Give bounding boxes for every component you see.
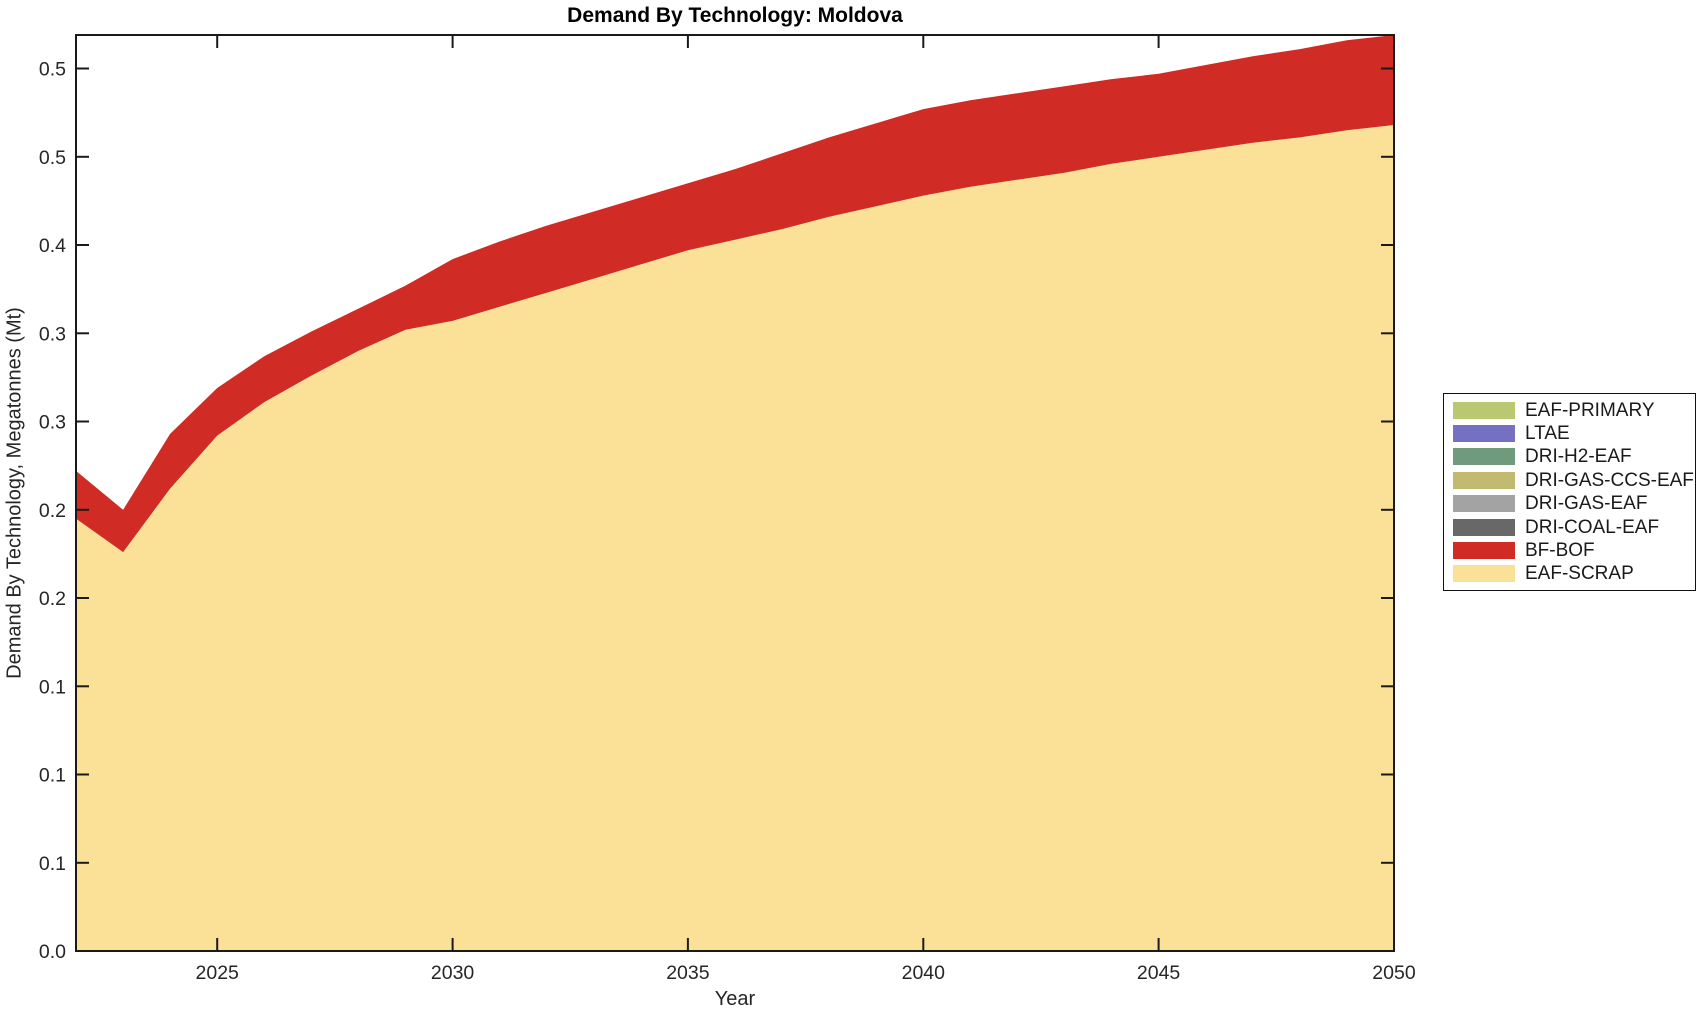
- axes-box: [75, 34, 1395, 952]
- y-tick-label: 0.4: [39, 235, 66, 257]
- x-axis-label: Year: [714, 988, 756, 1010]
- legend-label: BF-BOF: [1525, 540, 1595, 562]
- legend-swatch-DRI-H2-EAF: [1453, 448, 1515, 466]
- legend-swatch-EAF-PRIMARY: [1453, 401, 1515, 419]
- legend-label: EAF-SCRAP: [1525, 563, 1634, 585]
- y-tick-label: 0.2: [39, 588, 66, 610]
- y-tick-label: 0.5: [39, 59, 66, 81]
- legend-swatch-EAF-SCRAP: [1453, 565, 1515, 583]
- y-tick-label: 0.3: [39, 323, 66, 345]
- area-BF-BOF: [76, 35, 1394, 553]
- legend-swatch-DRI-GAS-EAF: [1453, 495, 1515, 513]
- legend: EAF-PRIMARY LTAE DRI-H2-EAF DRI-GAS-CCS-EAF…: [1443, 393, 1696, 591]
- legend-swatch-BF-BOF: [1453, 542, 1515, 560]
- legend-swatch-LTAE: [1453, 424, 1515, 442]
- legend-label: DRI-COAL-EAF: [1525, 516, 1660, 538]
- legend-swatch-DRI-COAL-EAF: [1453, 518, 1515, 536]
- x-tick-label: 2030: [431, 962, 475, 984]
- y-axis-label: Demand By Technology, Megatonnes (Mt): [3, 307, 26, 679]
- area-EAF-SCRAP: [76, 125, 1394, 951]
- legend-item-DRI-COAL-EAF: DRI-COAL-EAF: [1453, 516, 1689, 538]
- legend-item-DRI-H2-EAF: DRI-H2-EAF: [1453, 446, 1689, 468]
- legend-item-DRI-GAS-CCS-EAF: DRI-GAS-CCS-EAF: [1453, 469, 1694, 491]
- y-tick-label: 0.1: [39, 676, 66, 698]
- legend-label: DRI-GAS-CCS-EAF: [1525, 469, 1694, 491]
- y-tick-label: 0.5: [39, 147, 66, 169]
- x-tick-label: 2035: [666, 962, 710, 984]
- legend-label: DRI-GAS-EAF: [1525, 493, 1648, 515]
- legend-item-DRI-GAS-EAF: DRI-GAS-EAF: [1453, 493, 1689, 515]
- x-tick-label: 2045: [1137, 962, 1181, 984]
- y-tick-label: 0.2: [39, 500, 66, 522]
- legend-label: LTAE: [1525, 422, 1570, 444]
- y-tick-label: 0.1: [39, 853, 66, 875]
- legend-item-BF-BOF: BF-BOF: [1453, 540, 1689, 562]
- x-tick-label: 2040: [902, 962, 946, 984]
- legend-item-LTAE: LTAE: [1453, 422, 1689, 444]
- x-tick-label: 2050: [1372, 962, 1416, 984]
- y-tick-label: 0.1: [39, 765, 66, 787]
- y-tick-label: 0.3: [39, 412, 66, 434]
- legend-swatch-DRI-GAS-CCS-EAF: [1453, 471, 1515, 489]
- legend-label: EAF-PRIMARY: [1525, 399, 1655, 421]
- chart-title: Demand By Technology: Moldova: [567, 4, 903, 27]
- x-tick-label: 2025: [196, 962, 240, 984]
- legend-item-EAF-SCRAP: EAF-SCRAP: [1453, 563, 1689, 585]
- legend-label: DRI-H2-EAF: [1525, 446, 1632, 468]
- legend-item-EAF-PRIMARY: EAF-PRIMARY: [1453, 399, 1689, 421]
- y-tick-label: 0.0: [39, 941, 66, 963]
